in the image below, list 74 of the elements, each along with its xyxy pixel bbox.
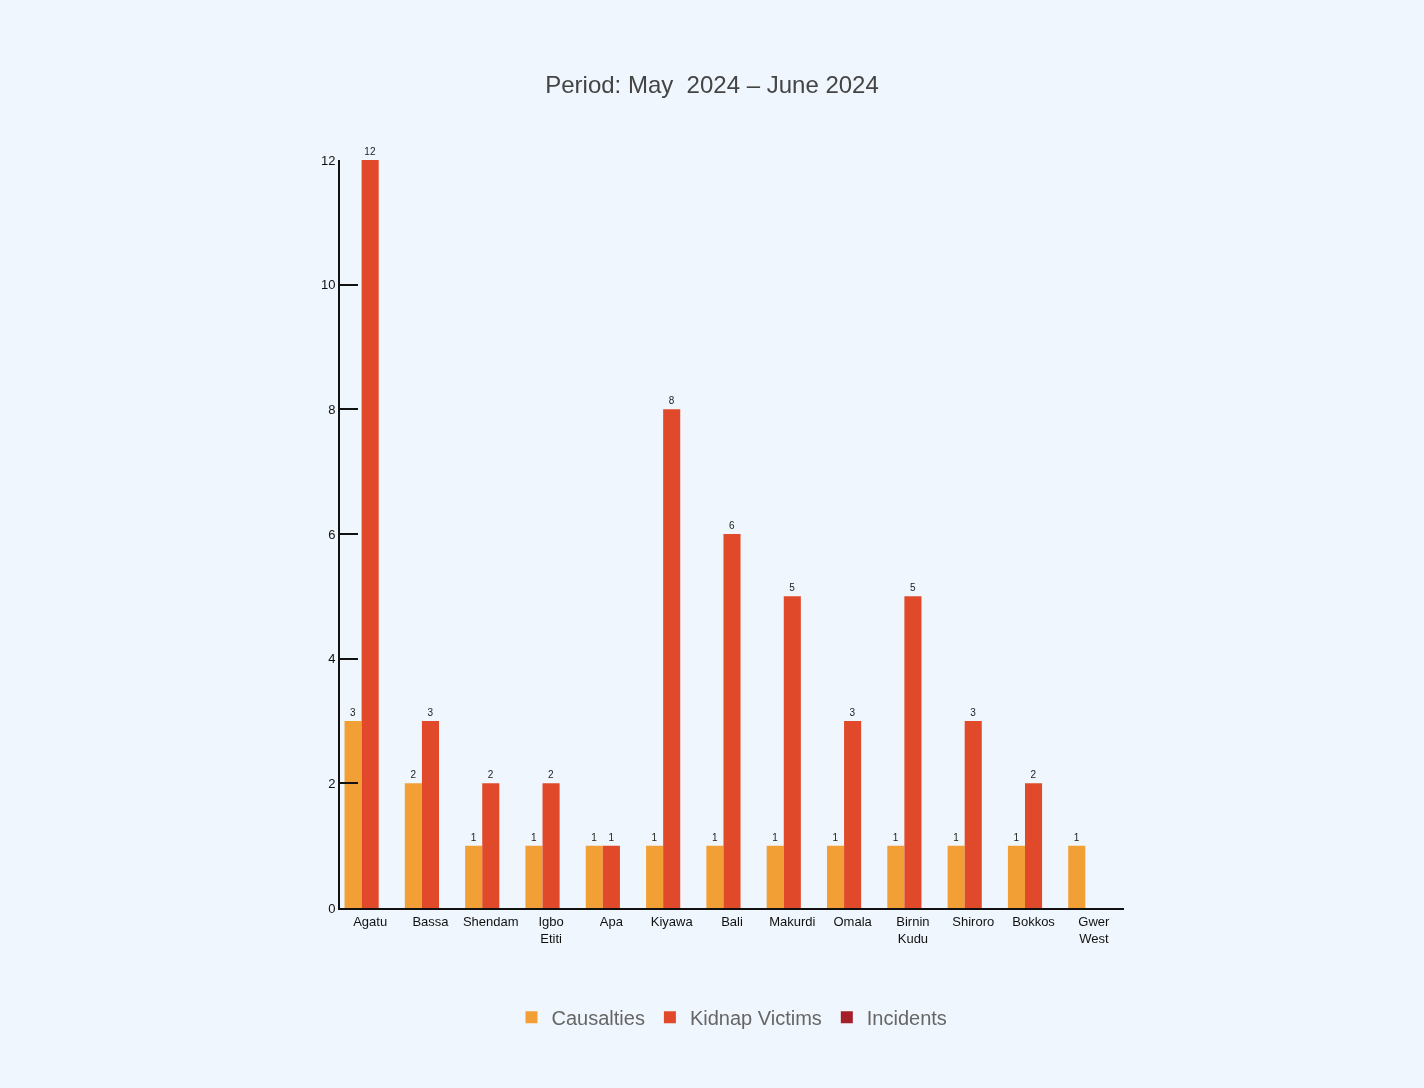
data-label: 12	[364, 146, 376, 157]
x-tick-label: Bassa	[412, 913, 450, 929]
bar	[542, 783, 560, 908]
y-tick-label: 4	[328, 651, 336, 667]
data-label: 2	[1030, 769, 1037, 781]
bar	[646, 845, 664, 908]
y-tick-label: 6	[328, 526, 336, 542]
bar	[904, 596, 922, 908]
x-tick-label: Agatu	[353, 913, 388, 929]
data-label: 1	[1013, 831, 1020, 843]
data-label: 3	[970, 707, 977, 718]
x-tick-label: Kiyawa	[650, 913, 694, 929]
bar	[404, 783, 422, 908]
bar	[783, 596, 801, 908]
bar	[947, 845, 965, 908]
y-tick-label: 10	[320, 277, 336, 293]
bar	[887, 845, 905, 908]
legend-label: Kidnap Victims	[689, 1007, 822, 1030]
x-tick-label: Makurdi	[769, 913, 816, 929]
bar	[602, 845, 620, 908]
bar	[421, 721, 440, 908]
data-label: 1	[591, 831, 598, 843]
data-label: 1	[651, 831, 658, 843]
data-label: 8	[668, 395, 675, 407]
y-tick-label: 8	[328, 401, 336, 417]
y-tick-label: 12	[320, 152, 336, 168]
x-tick-label: Shiroro	[952, 913, 995, 929]
data-label: 1	[1073, 831, 1080, 843]
x-tick-label: Shendam	[462, 913, 519, 929]
y-tick-label: 0	[328, 900, 336, 916]
bar	[964, 721, 982, 908]
bar	[344, 721, 362, 908]
x-tick-label: Gwer West	[1078, 913, 1111, 946]
x-tick-label: Apa	[599, 913, 624, 929]
chart-title: Period: May 2024 – June 2024	[545, 70, 879, 98]
data-label: 5	[909, 582, 916, 594]
bar	[766, 845, 784, 908]
legend-label: Incidents	[866, 1007, 947, 1030]
data-label: 3	[849, 707, 856, 718]
bar	[361, 160, 379, 908]
bar	[482, 783, 500, 908]
x-tick-label: Igbo Etiti	[538, 913, 564, 946]
x-tick-label: Bali	[721, 913, 743, 929]
data-label: 1	[711, 831, 718, 843]
bar	[844, 721, 862, 908]
data-label: 2	[548, 769, 555, 781]
data-label: 6	[729, 520, 735, 531]
data-label: 1	[470, 831, 477, 843]
data-label: 5	[789, 582, 796, 594]
legend-label: Causalties	[551, 1007, 645, 1030]
bar	[525, 845, 543, 908]
bar	[465, 845, 483, 908]
bar	[826, 845, 845, 908]
x-tick-label: Omala	[833, 913, 873, 929]
data-label: 1	[832, 831, 839, 843]
data-label: 1	[892, 831, 899, 843]
bar	[1068, 845, 1086, 908]
bar	[663, 409, 681, 908]
x-tick-label: Birnin Kudu	[896, 913, 930, 946]
bar	[585, 845, 603, 908]
data-label: 1	[953, 831, 960, 843]
data-label: 3	[427, 707, 434, 718]
x-tick-label: Bokkos	[1012, 913, 1056, 929]
data-label: 2	[487, 769, 494, 781]
data-label: 1	[530, 831, 537, 843]
data-label: 1	[608, 831, 615, 843]
data-label: 2	[410, 769, 417, 781]
y-tick-label: 2	[328, 775, 336, 791]
bar	[1007, 845, 1025, 908]
bar	[723, 534, 741, 908]
bar	[706, 845, 724, 908]
data-label: 1	[772, 831, 779, 843]
bar	[1024, 783, 1043, 908]
data-label: 3	[350, 707, 357, 718]
